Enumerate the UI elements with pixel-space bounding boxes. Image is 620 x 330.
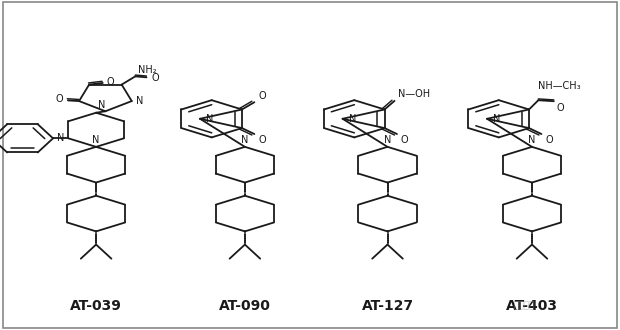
Text: N—OH: N—OH	[397, 89, 430, 99]
Text: N: N	[98, 100, 105, 111]
Text: O: O	[401, 135, 409, 145]
Text: AT-039: AT-039	[70, 299, 122, 313]
Text: O: O	[107, 77, 114, 87]
Text: O: O	[557, 103, 565, 113]
Text: O: O	[151, 73, 159, 83]
Text: N: N	[136, 96, 143, 106]
Text: N: N	[384, 135, 391, 145]
Text: N: N	[56, 133, 64, 143]
Text: AT-403: AT-403	[506, 299, 558, 313]
Text: O: O	[258, 91, 266, 101]
Text: O: O	[545, 135, 553, 145]
Text: N: N	[494, 114, 500, 124]
Text: NH—CH₃: NH—CH₃	[538, 81, 581, 91]
Text: N: N	[241, 135, 249, 145]
Text: N: N	[206, 114, 213, 124]
Text: O: O	[258, 135, 266, 145]
Text: NH₂: NH₂	[138, 65, 157, 75]
Text: AT-090: AT-090	[219, 299, 271, 313]
Text: N: N	[528, 135, 536, 145]
Text: N: N	[349, 114, 356, 124]
Text: 固拓生物: 固拓生物	[513, 302, 534, 311]
Text: AT-127: AT-127	[361, 299, 414, 313]
Text: O: O	[56, 94, 64, 104]
Text: N: N	[92, 135, 100, 145]
